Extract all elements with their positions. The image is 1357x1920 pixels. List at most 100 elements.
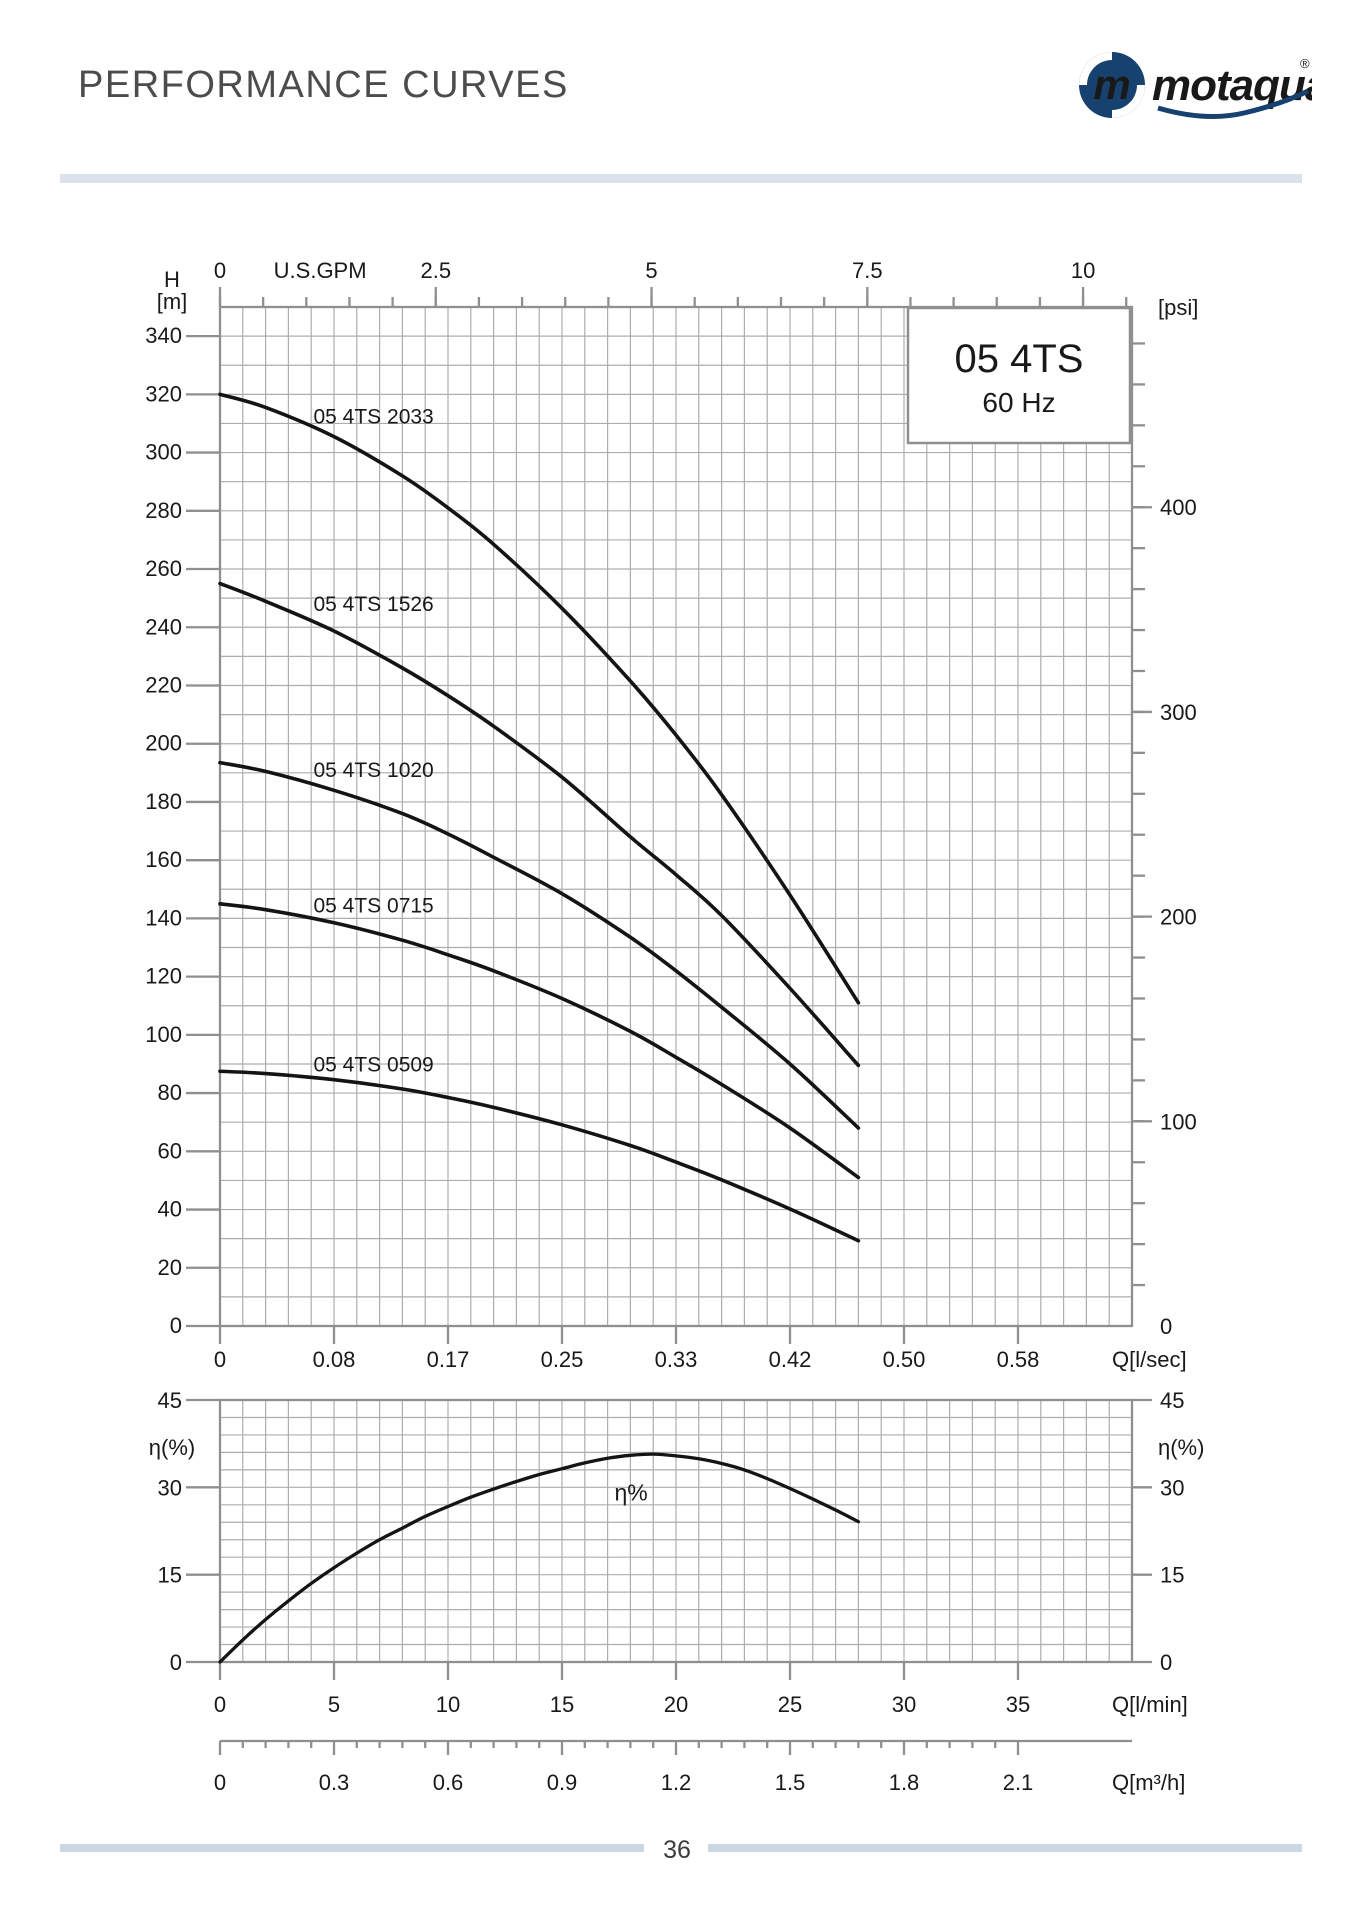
- head-tick-label: 160: [145, 847, 182, 872]
- efficiency-chart: 45 30 15 0 η(%) 45 30 15 0 η(%) 0 5 10 15 20 25 30 35 Q[l/…: [149, 1388, 1205, 1717]
- head-tick-label: 140: [145, 905, 182, 930]
- head-tick-label: 300: [145, 440, 182, 465]
- legend-box: 05 4TS 60 Hz: [906, 306, 1132, 445]
- m3h-tick-label: 0.3: [319, 1770, 350, 1795]
- eta-bottom-axis-lmin: 0 5 10 15 20 25 30 35 Q[l/min]: [214, 1662, 1188, 1717]
- lmin-tick-label: 15: [550, 1692, 574, 1717]
- eta-tick-label: 15: [158, 1563, 182, 1588]
- m3h-axis: 0 0.3 0.6 0.9 1.2 1.5 1.8 2.1 Q[m³/h]: [214, 1739, 1185, 1795]
- lmin-tick-label: 30: [892, 1692, 916, 1717]
- legend-model: 05 4TS: [955, 337, 1084, 381]
- head-tick-label: 240: [145, 614, 182, 639]
- m3h-tick-label: 0: [214, 1770, 226, 1795]
- main-chart: 0 2.5 5 7.5 10 U.S.GPM 0 20 40 60 80 100 120 140 160 18…: [145, 258, 1198, 1372]
- eta-axis-title-left: η(%): [149, 1435, 195, 1460]
- curve-05-4ts-0509: [218, 1069, 861, 1243]
- footer-rule-right: [708, 1844, 1302, 1852]
- lsec-tick-label: 0.08: [313, 1347, 356, 1372]
- logo-wave-swoosh: [1157, 88, 1310, 120]
- curve-05-4ts-0715: [218, 902, 861, 1180]
- psi-zero-label: 0: [1160, 1314, 1172, 1339]
- curve-label: 05 4TS 1526: [313, 593, 433, 616]
- eta-curve-label: η%: [614, 1480, 647, 1506]
- eta-tick-label: 30: [1160, 1475, 1184, 1500]
- head-tick-label: 20: [158, 1255, 182, 1280]
- lsec-tick-label: 0.25: [541, 1347, 584, 1372]
- lmin-axis-title: Q[l/min]: [1112, 1692, 1188, 1717]
- m3h-tick-label: 1.2: [661, 1770, 692, 1795]
- usgpm-tick-label: 5: [645, 258, 657, 283]
- head-tick-label: 100: [145, 1022, 182, 1047]
- psi-tick-label: 100: [1160, 1109, 1197, 1134]
- curve-label: 05 4TS 0509: [313, 1053, 433, 1076]
- eta-tick-label: 0: [1160, 1650, 1172, 1675]
- pump-curves: 05 4TS 2033 05 4TS 1526 05 4TS 1020 05 4TS …: [218, 392, 861, 1243]
- head-tick-label: 200: [145, 731, 182, 756]
- logo-registered-mark: ®: [1300, 56, 1310, 71]
- psi-tick-label: 300: [1160, 700, 1197, 725]
- head-tick-label: 80: [158, 1080, 182, 1105]
- curve-label: 05 4TS 2033: [313, 405, 433, 428]
- head-tick-label: 220: [145, 672, 182, 697]
- head-tick-label: 60: [158, 1138, 182, 1163]
- head-tick-label: 280: [145, 498, 182, 523]
- lsec-tick-label: 0.17: [427, 1347, 470, 1372]
- main-bottom-axis-lsec: 0 0.08 0.17 0.25 0.33 0.42 0.50 0.58 Q[l/sec]: [214, 1326, 1187, 1372]
- header-rule: [60, 174, 1302, 183]
- curve-label: 05 4TS 1020: [313, 759, 433, 782]
- lsec-tick-label: 0.42: [769, 1347, 812, 1372]
- usgpm-axis-title: U.S.GPM: [274, 258, 367, 283]
- m3h-axis-title: Q[m³/h]: [1112, 1770, 1185, 1795]
- curve-label: 05 4TS 0715: [313, 895, 433, 918]
- eta-tick-label: 30: [158, 1475, 182, 1500]
- eta-tick-label: 45: [158, 1388, 182, 1413]
- lmin-tick-label: 0: [214, 1692, 226, 1717]
- lsec-tick-label: 0.58: [997, 1347, 1040, 1372]
- psi-tick-label: 400: [1160, 495, 1197, 520]
- logo-monogram: m: [1093, 61, 1130, 108]
- eta-tick-label: 45: [1160, 1388, 1184, 1413]
- lmin-tick-label: 5: [328, 1692, 340, 1717]
- head-axis-title-unit: [m]: [157, 289, 188, 314]
- eta-right-axis: 45 30 15 0 η(%): [1132, 1388, 1204, 1675]
- head-tick-label: 0: [170, 1313, 182, 1338]
- logo-swirl-icon: m: [1079, 52, 1145, 118]
- head-tick-label: 320: [145, 381, 182, 406]
- head-tick-label: 40: [158, 1197, 182, 1222]
- usgpm-tick-label: 10: [1071, 258, 1095, 283]
- curve-efficiency: [218, 1452, 861, 1664]
- lmin-tick-label: 25: [778, 1692, 802, 1717]
- main-right-axis-psi: 400 300 200 100 0 [psi]: [1132, 295, 1198, 1339]
- lmin-tick-label: 10: [436, 1692, 460, 1717]
- m3h-tick-label: 2.1: [1003, 1770, 1034, 1795]
- head-tick-label: 180: [145, 789, 182, 814]
- eta-axis-title-right: η(%): [1158, 1435, 1204, 1460]
- curve-05-4ts-1020: [218, 760, 861, 1130]
- main-plot-border: [218, 305, 1134, 1328]
- head-tick-label: 120: [145, 964, 182, 989]
- lsec-axis-title: Q[l/sec]: [1112, 1347, 1187, 1372]
- m3h-tick-label: 1.8: [889, 1770, 920, 1795]
- lmin-tick-label: 35: [1006, 1692, 1030, 1717]
- m3h-tick-label: 0.9: [547, 1770, 578, 1795]
- m3h-tick-label: 0.6: [433, 1770, 464, 1795]
- lsec-tick-label: 0.50: [883, 1347, 926, 1372]
- eta-grid: [219, 1399, 1133, 1663]
- lsec-tick-label: 0.33: [655, 1347, 698, 1372]
- usgpm-tick-label: 2.5: [420, 258, 451, 283]
- curve-05-4ts-2033: [218, 392, 861, 1005]
- lmin-tick-label: 20: [664, 1692, 688, 1717]
- psi-axis-title: [psi]: [1158, 295, 1198, 320]
- motaqua-logo: m motaqua ®: [1079, 52, 1312, 120]
- curve-05-4ts-1526: [218, 581, 861, 1068]
- eta-tick-label: 15: [1160, 1563, 1184, 1588]
- m3h-tick-label: 1.5: [775, 1770, 806, 1795]
- page-title: PERFORMANCE CURVES: [78, 64, 569, 106]
- head-tick-label: 260: [145, 556, 182, 581]
- usgpm-tick-label: 7.5: [852, 258, 883, 283]
- page-number: 36: [663, 1836, 691, 1864]
- lsec-tick-label: 0: [214, 1347, 226, 1372]
- eta-left-axis: 45 30 15 0 η(%): [149, 1388, 220, 1675]
